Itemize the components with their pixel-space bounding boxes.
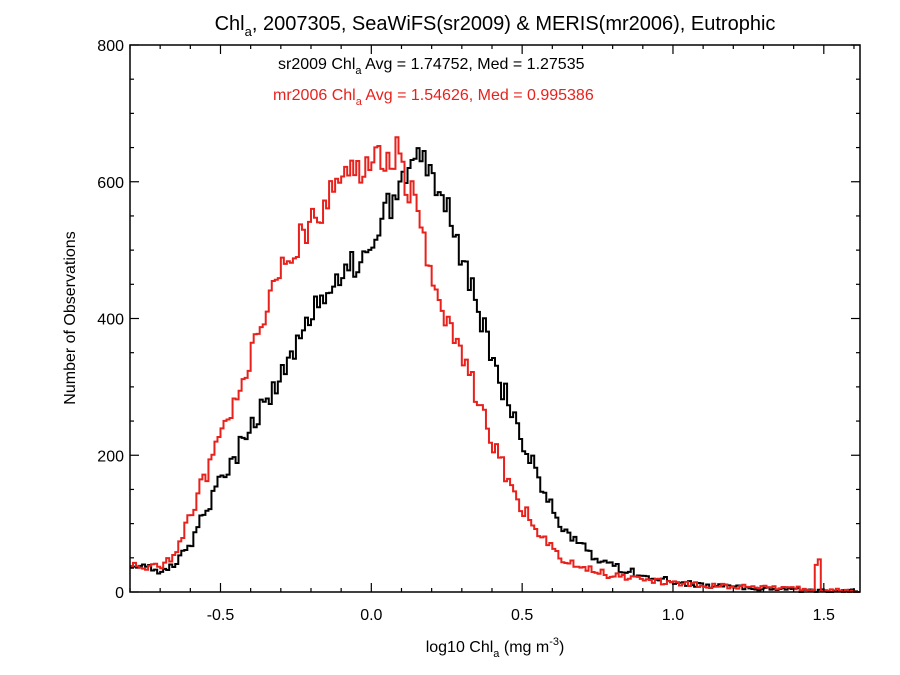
annotation-sr2009: sr2009 Chla Avg = 1.74752, Med = 1.27535 (278, 56, 585, 77)
chart-title: Chla, 2007305, SeaWiFS(sr2009) & MERIS(m… (215, 13, 776, 39)
y-tick-label: 400 (97, 312, 124, 329)
series-layer (130, 136, 860, 593)
x-tick-label: 0.0 (360, 607, 382, 624)
y-tick-label: 800 (97, 38, 124, 55)
x-tick-label: -0.5 (207, 607, 235, 624)
x-tick-label: 0.5 (511, 607, 533, 624)
plot-frame (129, 44, 861, 593)
series-sr2009-line (130, 147, 860, 593)
series-mr2006-line (130, 136, 860, 593)
y-tick-label: 0 (115, 585, 124, 602)
annotation-mr2006: mr2006 Chla Avg = 1.54626, Med = 0.99538… (273, 87, 594, 108)
y-axis-label: Number of Observations (62, 231, 79, 404)
ticks-layer: -0.5 0.0 0.5 1.0 1.5 0 200 400 600 800 (97, 38, 860, 624)
x-tick-label: 1.0 (662, 607, 684, 624)
x-tick-label: 1.5 (813, 607, 835, 624)
y-tick-label: 200 (97, 448, 124, 465)
y-tick-label: 600 (97, 175, 124, 192)
x-axis-label: log10 Chla (mg m-3) (426, 636, 565, 660)
